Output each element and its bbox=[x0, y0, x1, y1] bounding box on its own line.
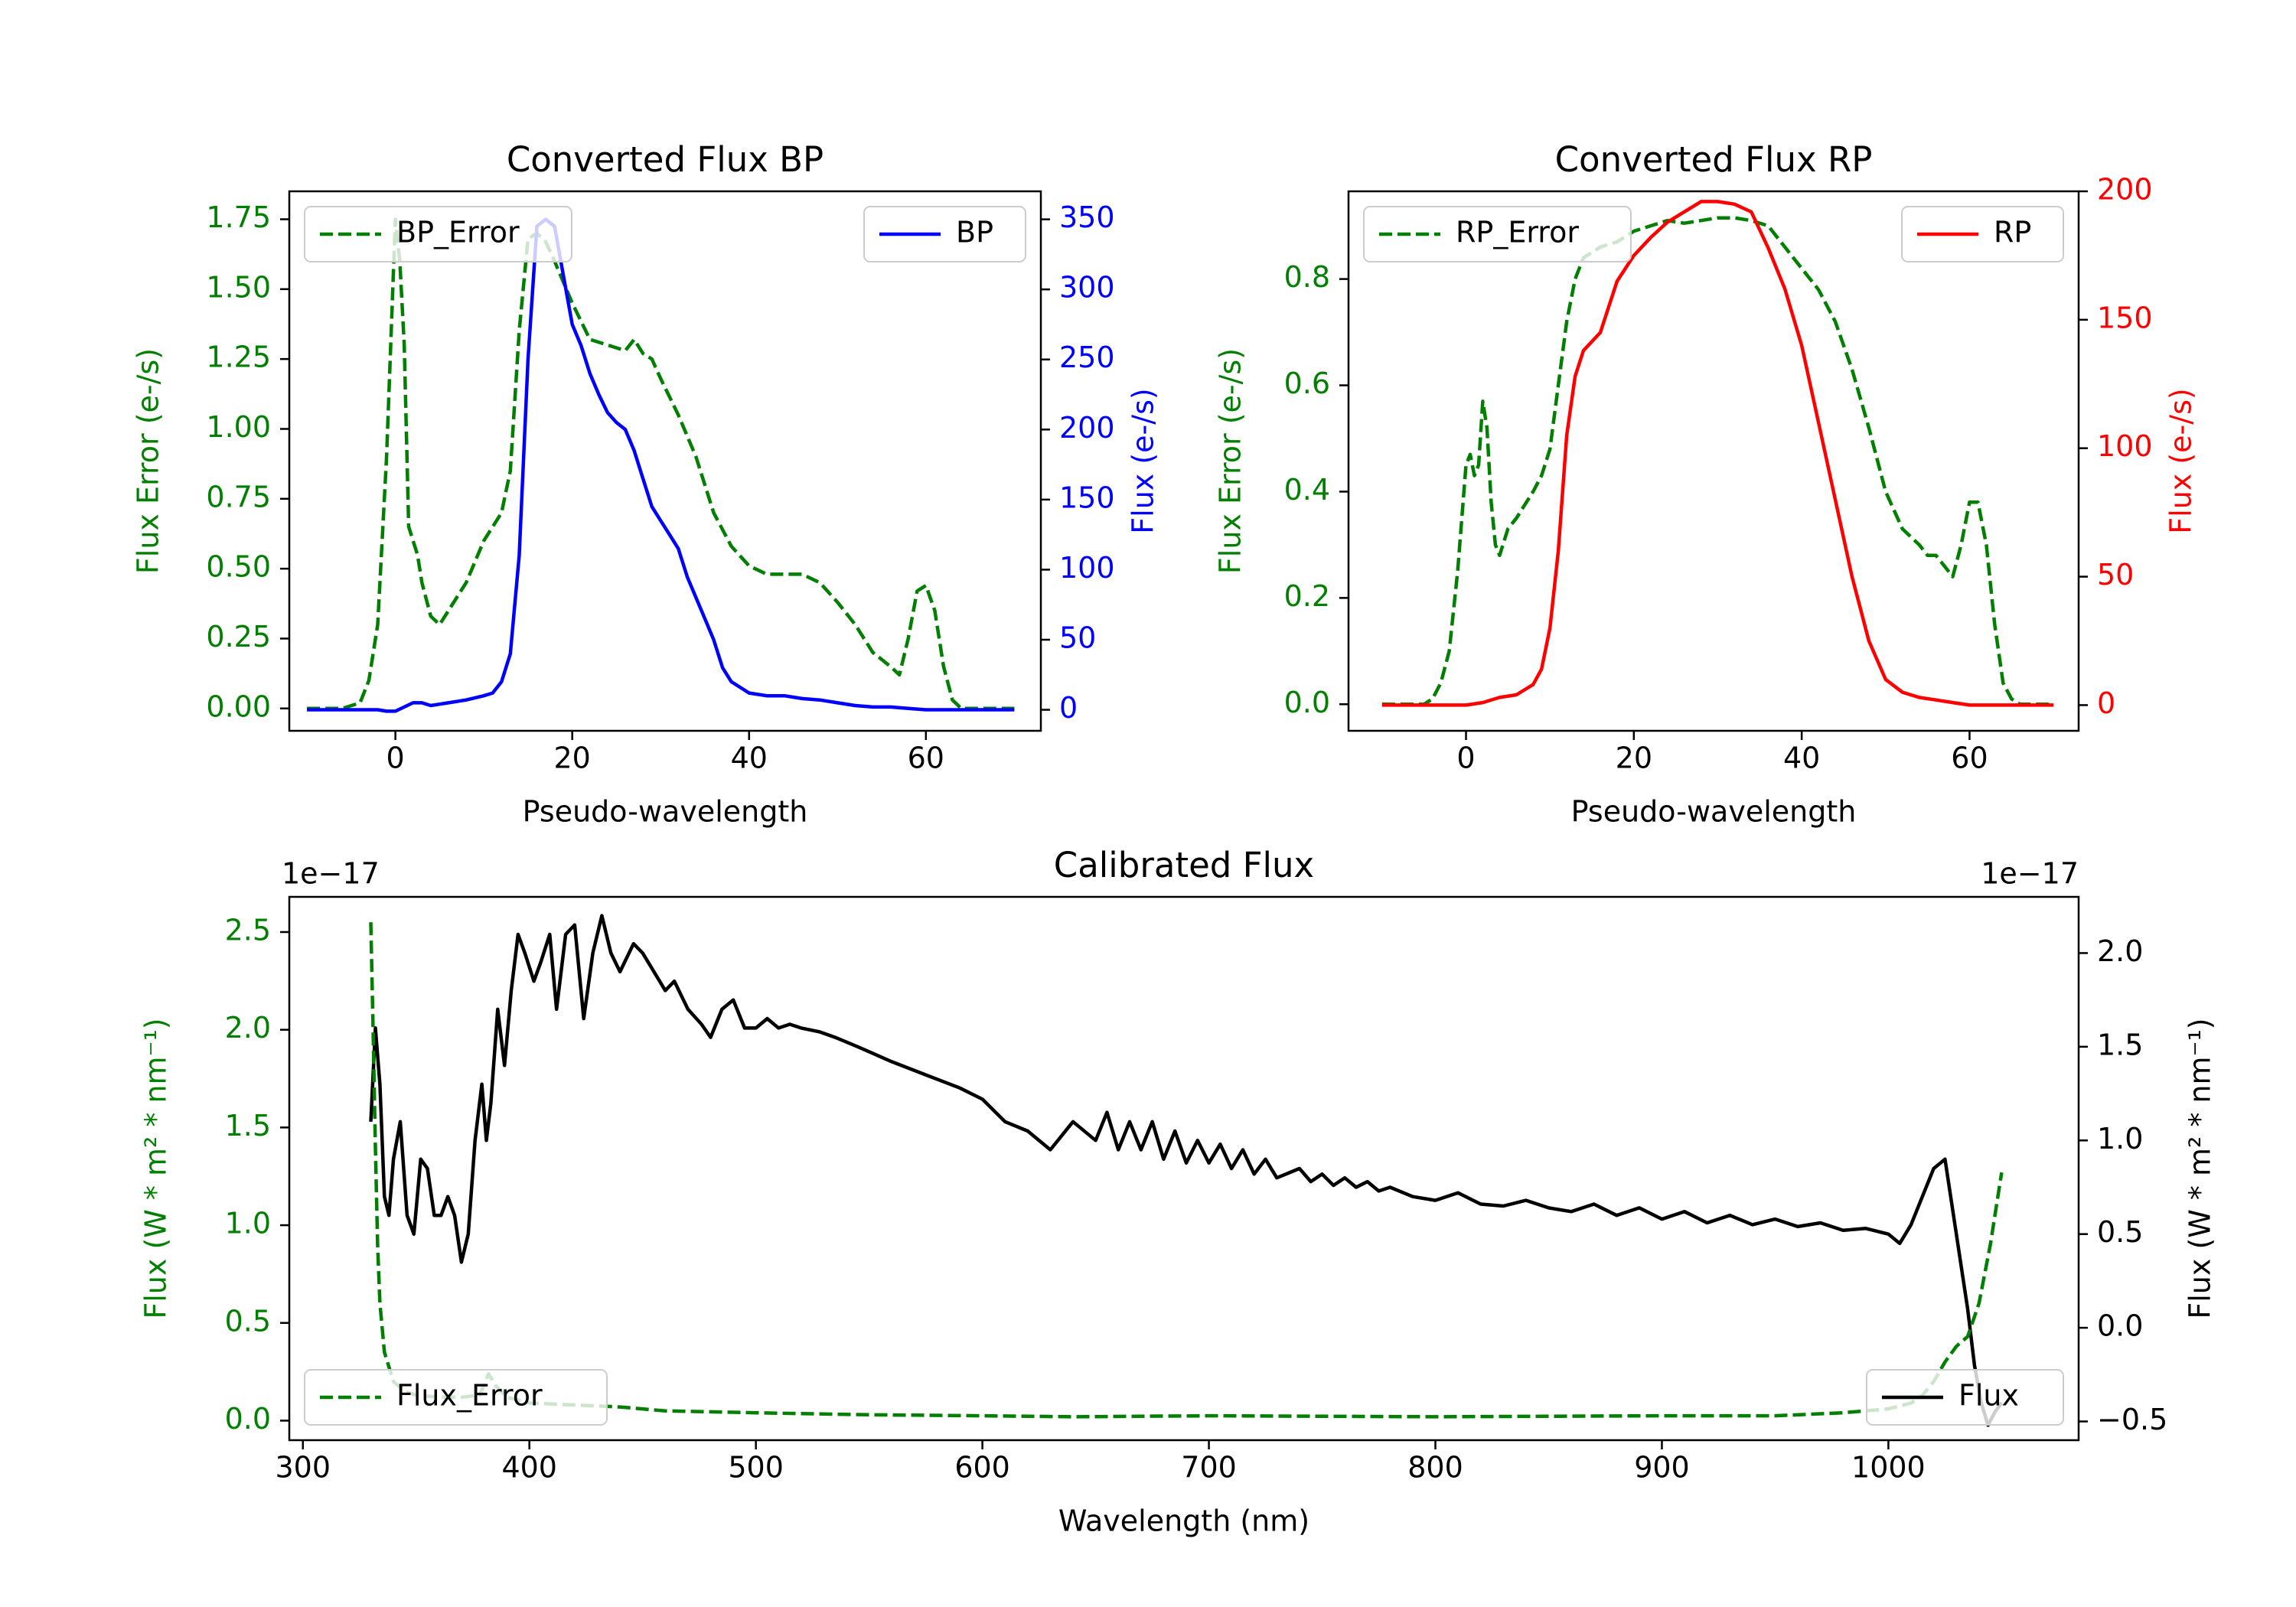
calibrated-series-flux bbox=[369, 914, 2004, 1427]
bp-ytick-left-label: 0.00 bbox=[206, 689, 271, 723]
calibrated-ytick-right-label: 1.5 bbox=[2097, 1028, 2143, 1061]
rp-xtick-label: 20 bbox=[1616, 742, 1652, 775]
bp-ytick-right-label: 200 bbox=[1059, 411, 1115, 445]
calibrated-ytick-right-label: 1.0 bbox=[2097, 1122, 2143, 1156]
calibrated-xtick-label: 700 bbox=[1181, 1451, 1237, 1485]
rp-ytick-left-label: 0.8 bbox=[1284, 260, 1330, 294]
calibrated-xtick-label: 400 bbox=[501, 1451, 557, 1485]
rp-xtick-label: 40 bbox=[1783, 742, 1820, 775]
bp-ytick-left-label: 0.75 bbox=[206, 480, 271, 513]
calibrated-xtick-label: 500 bbox=[728, 1451, 784, 1485]
calibrated-xlabel: Wavelength (nm) bbox=[1058, 1504, 1309, 1538]
rp-series-rp-error bbox=[1381, 216, 2054, 706]
bp-xtick-label: 0 bbox=[386, 742, 405, 775]
bp-legend-bp-error: BP_Error bbox=[304, 206, 572, 262]
calibrated-scale-right: 1e−17 bbox=[1981, 857, 2079, 891]
bp-ytick-right-label: 350 bbox=[1059, 200, 1115, 234]
bp-legend-bp: BP bbox=[863, 206, 1026, 262]
bp-ytick-right-label: 250 bbox=[1059, 341, 1115, 374]
rp-ytick-left-label: 0.6 bbox=[1284, 367, 1330, 400]
rp-ytick-right-label: 50 bbox=[2097, 558, 2134, 592]
bp-series-bp bbox=[307, 217, 1015, 713]
calibrated-scale-left: 1e−17 bbox=[282, 857, 380, 891]
calibrated-axes-frame bbox=[288, 895, 2080, 1442]
bp-ytick-right-label: 100 bbox=[1059, 551, 1115, 585]
calibrated-title: Calibrated Flux bbox=[1054, 845, 1314, 885]
calibrated-ylabel-left: Flux (W * m² * nm⁻¹) bbox=[139, 1018, 173, 1319]
calibrated-ytick-right-label: 0.5 bbox=[2097, 1215, 2143, 1249]
rp-ytick-right-label: 100 bbox=[2097, 429, 2153, 463]
bp-ytick-left-label: 0.25 bbox=[206, 620, 271, 654]
calibrated-ylabel-right: Flux (W * m² * nm⁻¹) bbox=[2183, 1018, 2217, 1319]
bp-ylabel-left: Flux Error (e-/s) bbox=[132, 348, 165, 574]
rp-ytick-right-label: 200 bbox=[2097, 173, 2153, 207]
rp-axes-frame bbox=[1347, 190, 2080, 732]
calibrated-ytick-left-label: 2.0 bbox=[225, 1011, 271, 1045]
calibrated-xtick-label: 800 bbox=[1407, 1451, 1463, 1485]
rp-ytick-left-label: 0.2 bbox=[1284, 579, 1330, 613]
bp-ylabel-right: Flux (e-/s) bbox=[1127, 388, 1160, 533]
rp-legend-rp: RP bbox=[1901, 206, 2064, 262]
calibrated-ytick-left-label: 0.0 bbox=[225, 1402, 271, 1436]
rp-title: Converted Flux RP bbox=[1555, 139, 1873, 180]
bp-ytick-left-label: 1.00 bbox=[206, 410, 271, 444]
bp-xtick-label: 60 bbox=[908, 742, 944, 775]
legend-label: Flux_Error bbox=[396, 1379, 543, 1413]
rp-xlabel: Pseudo-wavelength bbox=[1571, 795, 1857, 829]
legend-label: Flux bbox=[1958, 1379, 2019, 1413]
legend-box bbox=[304, 206, 572, 262]
rp-ylabel-right: Flux (e-/s) bbox=[2164, 388, 2198, 533]
calibrated-legend-flux: Flux bbox=[1866, 1369, 2064, 1426]
legend-label: RP_Error bbox=[1456, 216, 1579, 249]
calibrated-ytick-right-label: −0.5 bbox=[2097, 1403, 2167, 1436]
calibrated-xtick-label: 600 bbox=[954, 1451, 1010, 1485]
calibrated-ytick-left-label: 1.5 bbox=[225, 1109, 271, 1143]
calibrated-xtick-label: 1000 bbox=[1851, 1451, 1926, 1485]
calibrated-series-flux-error bbox=[369, 922, 2004, 1419]
rp-ytick-left-label: 0.4 bbox=[1284, 473, 1330, 507]
legend-box bbox=[863, 206, 1026, 262]
bp-axes-frame bbox=[288, 190, 1042, 732]
bp-xtick-label: 40 bbox=[731, 742, 768, 775]
legend-label: BP bbox=[956, 216, 993, 249]
legend-label: RP bbox=[1994, 216, 2031, 249]
bp-ytick-left-label: 1.75 bbox=[206, 200, 271, 234]
calibrated-ytick-left-label: 2.5 bbox=[225, 913, 271, 947]
legend-box bbox=[1363, 206, 1632, 262]
rp-ytick-left-label: 0.0 bbox=[1284, 686, 1330, 719]
bp-ytick-left-label: 1.25 bbox=[206, 341, 271, 374]
rp-ytick-right-label: 0 bbox=[2097, 686, 2115, 720]
rp-xtick-label: 60 bbox=[1951, 742, 1988, 775]
bp-ytick-right-label: 150 bbox=[1059, 481, 1115, 514]
calibrated-ytick-left-label: 0.5 bbox=[225, 1304, 271, 1338]
calibrated-xtick-label: 300 bbox=[275, 1451, 331, 1485]
legend-box bbox=[304, 1369, 608, 1426]
rp-legend-rp-error: RP_Error bbox=[1363, 206, 1632, 262]
bp-ytick-left-label: 0.50 bbox=[206, 550, 271, 584]
bp-xtick-label: 20 bbox=[554, 742, 591, 775]
legend-box bbox=[1901, 206, 2064, 262]
rp-ytick-right-label: 150 bbox=[2097, 301, 2153, 334]
bp-ytick-right-label: 0 bbox=[1059, 691, 1078, 725]
rp-series-rp bbox=[1381, 200, 2054, 707]
bp-xlabel: Pseudo-wavelength bbox=[523, 795, 808, 829]
calibrated-xtick-label: 900 bbox=[1634, 1451, 1690, 1485]
rp-xtick-label: 0 bbox=[1456, 742, 1475, 775]
legend-box bbox=[1866, 1369, 2064, 1426]
bp-title: Converted Flux BP bbox=[507, 139, 823, 180]
bp-ytick-left-label: 1.50 bbox=[206, 270, 271, 304]
rp-ylabel-left: Flux Error (e-/s) bbox=[1214, 348, 1247, 574]
bp-ytick-right-label: 50 bbox=[1059, 621, 1096, 654]
calibrated-ytick-left-label: 1.0 bbox=[225, 1207, 271, 1240]
legend-label: BP_Error bbox=[396, 216, 520, 249]
bp-ytick-right-label: 300 bbox=[1059, 271, 1115, 305]
calibrated-ytick-right-label: 0.0 bbox=[2097, 1309, 2143, 1343]
calibrated-ytick-right-label: 2.0 bbox=[2097, 934, 2143, 968]
calibrated-legend-flux-error: Flux_Error bbox=[304, 1369, 608, 1426]
bp-series-bp-error bbox=[307, 217, 1015, 711]
